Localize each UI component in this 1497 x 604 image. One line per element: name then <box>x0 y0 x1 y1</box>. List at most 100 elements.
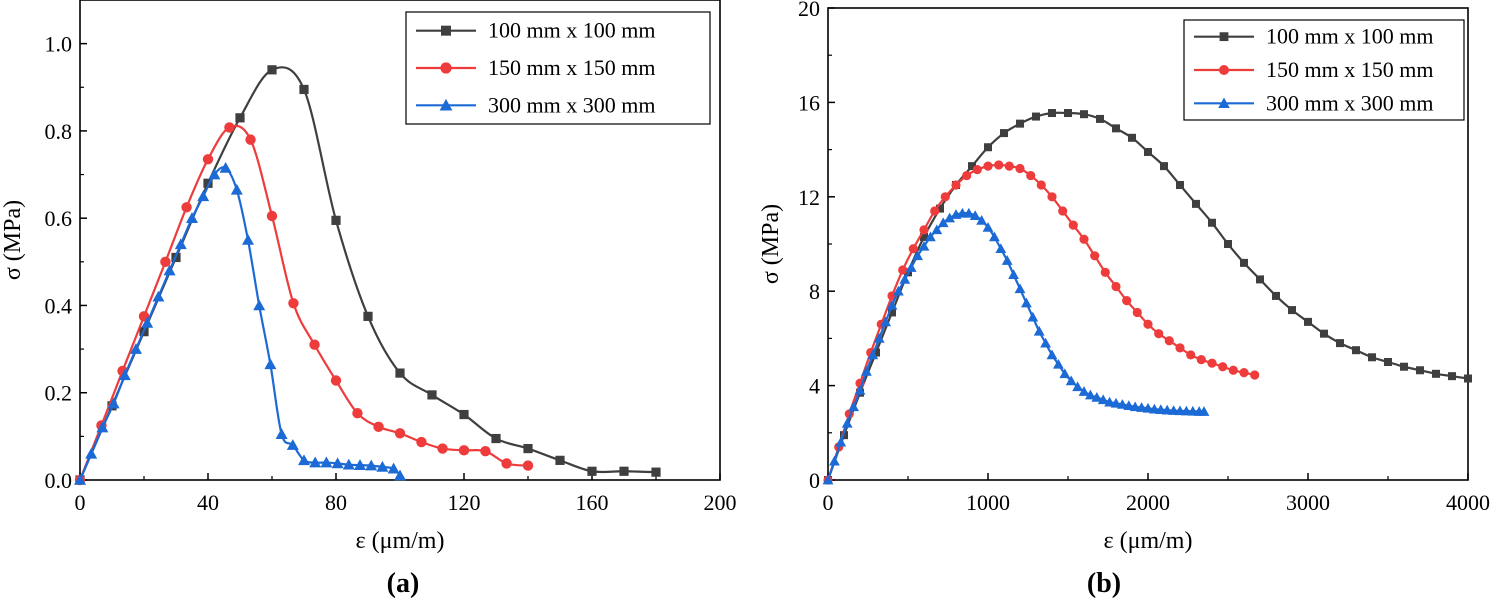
data-point <box>309 456 322 468</box>
data-point <box>886 299 898 310</box>
data-point <box>919 225 929 235</box>
data-point <box>181 202 192 213</box>
legend-label: 100 mm x 100 mm <box>488 18 655 43</box>
panel-label: (b) <box>1087 568 1121 599</box>
y-tick-label: 4 <box>809 374 820 399</box>
data-point <box>416 436 427 448</box>
data-point <box>937 217 949 228</box>
legend: 100 mm x 100 mm 150 mm x 150 mm 300 mm x 3… <box>1183 19 1465 121</box>
data-point <box>1192 199 1200 208</box>
data-point <box>395 368 405 378</box>
data-point <box>96 421 109 433</box>
data-point <box>989 231 1000 242</box>
legend-swatch-marker <box>1219 32 1229 42</box>
y-tick-label: 16 <box>798 90 820 115</box>
data-point <box>141 316 154 328</box>
data-point <box>459 409 469 420</box>
data-point <box>1320 329 1328 338</box>
data-point <box>962 170 972 181</box>
data-point <box>186 212 198 223</box>
y-tick-label: 12 <box>798 185 820 210</box>
y-tick-label: 1.0 <box>45 32 73 57</box>
x-tick-label: 160 <box>576 490 609 515</box>
data-point <box>841 417 853 428</box>
data-point <box>1123 400 1135 410</box>
data-point <box>1239 368 1249 378</box>
y-axis-title: σ (MPa) <box>758 204 784 284</box>
data-point <box>1104 396 1115 407</box>
data-point <box>1198 406 1210 416</box>
data-point <box>1021 297 1032 308</box>
data-point <box>1384 358 1392 366</box>
data-point <box>501 458 512 469</box>
series-150-mm-x-150-mm <box>823 160 1260 485</box>
data-point <box>373 421 384 432</box>
data-point <box>174 238 187 250</box>
y-tick-label: 20 <box>798 0 820 21</box>
data-point <box>480 446 491 457</box>
data-point <box>1154 329 1164 339</box>
data-point <box>829 455 840 466</box>
data-point <box>264 358 277 370</box>
y-tick-label: 0.4 <box>45 293 73 318</box>
data-point <box>912 250 923 261</box>
y-tick-label: 0.8 <box>45 119 73 144</box>
data-point <box>1059 368 1071 379</box>
data-point <box>1117 399 1128 409</box>
data-point <box>1032 112 1040 121</box>
data-point <box>458 445 470 456</box>
data-point <box>1144 147 1152 156</box>
data-point <box>376 460 389 472</box>
data-point <box>1090 251 1100 261</box>
data-point <box>1256 275 1264 284</box>
data-point <box>976 215 987 225</box>
data-point <box>1207 358 1217 368</box>
data-point <box>253 299 266 311</box>
y-tick-label: 0.2 <box>45 381 73 406</box>
legend: 100 mm x 100 mm 150 mm x 150 mm 300 mm x 3… <box>405 11 711 125</box>
data-point <box>437 443 448 454</box>
data-point <box>197 190 210 202</box>
series-line <box>78 124 529 481</box>
data-point <box>275 428 288 439</box>
data-point <box>899 274 911 284</box>
data-point <box>1080 110 1088 119</box>
data-point <box>309 339 320 350</box>
data-point <box>920 232 928 241</box>
data-point <box>330 375 342 386</box>
y-axis-title: σ (MPa) <box>0 200 26 280</box>
data-point <box>940 192 950 202</box>
x-tick-label: 1000 <box>966 490 1010 515</box>
data-point <box>342 458 355 470</box>
data-point <box>394 469 406 481</box>
data-point <box>267 65 277 75</box>
data-point <box>930 206 940 216</box>
data-point <box>1008 269 1019 279</box>
data-point <box>1078 386 1090 396</box>
data-point <box>1272 291 1280 300</box>
data-point <box>972 165 982 175</box>
legend-swatch-marker <box>439 98 453 111</box>
data-point <box>1432 369 1440 378</box>
data-point <box>394 428 406 439</box>
x-tick-label: 3000 <box>1286 490 1330 515</box>
data-point <box>1068 220 1078 230</box>
chart-a: 0 40 80 120 160 200 0.0 0.2 0.4 0.6 0.8 1.0 ε (μm/m)… <box>0 0 737 599</box>
data-point <box>331 457 344 469</box>
x-tick-label: 2000 <box>1126 490 1170 515</box>
data-point <box>984 143 992 152</box>
data-point <box>931 224 943 235</box>
data-point <box>1016 119 1024 128</box>
data-point <box>651 467 661 477</box>
data-point <box>130 343 142 354</box>
data-point <box>160 256 171 268</box>
data-point <box>224 122 235 133</box>
x-tick-label: 40 <box>197 490 219 515</box>
data-point <box>491 433 501 444</box>
data-point <box>203 178 213 188</box>
x-axis-title: ε (μm/m) <box>1104 528 1193 554</box>
data-point <box>363 311 373 321</box>
data-point <box>1416 366 1424 375</box>
data-point <box>861 366 872 376</box>
